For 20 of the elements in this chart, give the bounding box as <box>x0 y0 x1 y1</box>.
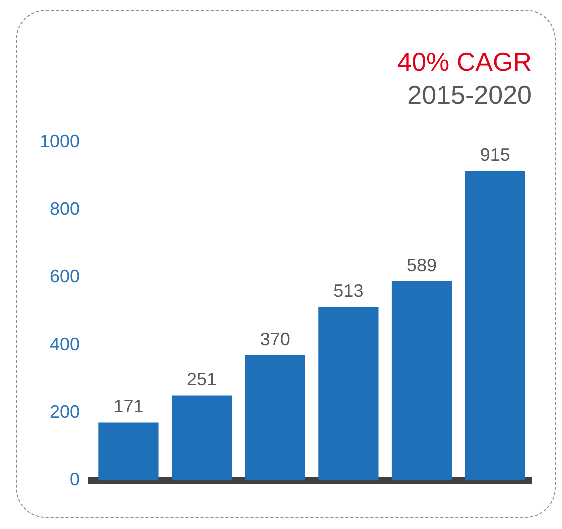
y-tick-label: 600 <box>50 266 80 287</box>
bar <box>98 422 159 481</box>
bar <box>245 355 306 481</box>
bar <box>465 171 526 481</box>
bar <box>172 396 232 481</box>
chart-title: 40% CAGR <box>398 46 532 77</box>
data-label: 171 <box>114 396 144 417</box>
bar <box>318 307 379 481</box>
bar <box>392 281 452 481</box>
y-tick-label: 1000 <box>40 131 80 152</box>
chart-subtitle: 2015-2020 <box>408 80 532 110</box>
y-tick-label: 0 <box>70 470 80 490</box>
data-label: 915 <box>480 145 510 166</box>
data-label: 589 <box>406 255 438 276</box>
y-tick-label: 200 <box>50 402 80 422</box>
y-tick-label: 400 <box>50 334 80 354</box>
data-label: 251 <box>187 370 218 390</box>
data-label: 370 <box>260 329 290 350</box>
data-label: 513 <box>334 281 364 302</box>
y-tick-label: 800 <box>50 199 80 220</box>
